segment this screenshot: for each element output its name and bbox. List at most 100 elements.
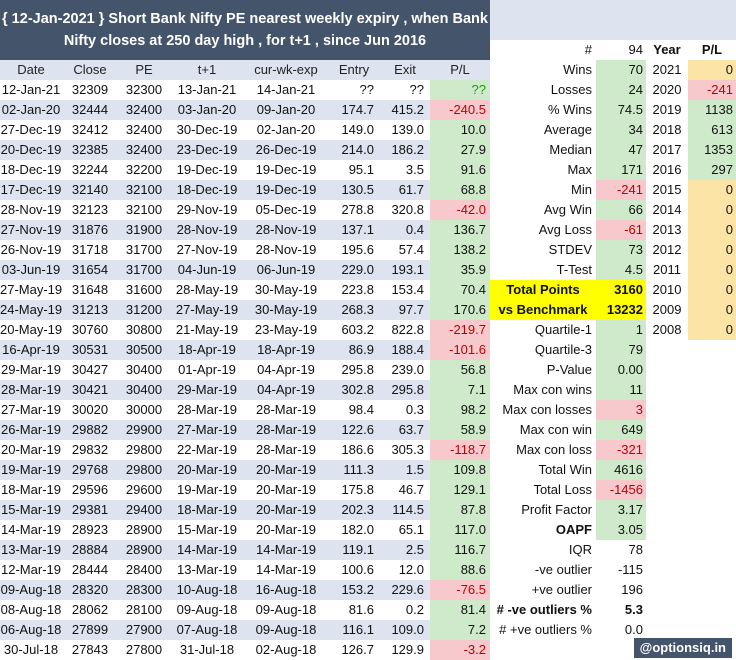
table-cell: 305.3 <box>391 442 424 457</box>
stat-label: % Wins <box>547 102 592 117</box>
stat-value: 11 <box>596 380 646 400</box>
pl-cell: 7.1 <box>430 380 490 400</box>
table-cell: 31700 <box>125 242 163 257</box>
table-cell: 29800 <box>125 442 163 457</box>
table-cell: 27800 <box>125 642 163 657</box>
table-cell: 195.6 <box>341 242 374 257</box>
table-cell: 28884 <box>71 542 109 557</box>
year-label: 2008 <box>652 322 682 337</box>
table-cell: 31-Jul-18 <box>179 642 235 657</box>
stat-value: -115 <box>617 562 643 577</box>
table-cell: 28-Mar-19 <box>177 402 237 417</box>
stat-value: 13232 <box>596 300 646 320</box>
table-cell: 46.7 <box>398 482 424 497</box>
stats-count-value: 94 <box>628 42 643 57</box>
table-cell: 19-Dec-19 <box>255 182 317 197</box>
pl-cell: 136.7 <box>430 220 490 240</box>
table-cell: 28-Mar-19 <box>256 402 316 417</box>
table-cell: 186.2 <box>391 142 424 157</box>
watermark: @optionsiq.in <box>633 638 732 658</box>
table-cell: 18-Mar-19 <box>177 502 237 517</box>
stat-value: 34 <box>596 120 646 140</box>
year-label: 2016 <box>652 162 682 177</box>
table-cell: 32244 <box>71 162 109 177</box>
table-cell: ?? <box>409 82 424 97</box>
column-header: P/L <box>450 62 470 77</box>
table-cell: 130.5 <box>341 182 374 197</box>
table-cell: 30-May-19 <box>254 302 318 317</box>
pl-cell: 58.9 <box>430 420 490 440</box>
year-pl-value: 0 <box>688 200 736 220</box>
table-cell: 26-Nov-19 <box>0 242 62 257</box>
table-row: 16-Apr-19 30531 30500 18-Apr-19 18-Apr-19 86.… <box>0 340 490 360</box>
column-header: PE <box>135 62 153 77</box>
table-cell: 24-May-19 <box>0 302 62 317</box>
table-cell: 186.6 <box>341 442 374 457</box>
table-cell: 29600 <box>125 482 163 497</box>
stat-label: Max con win <box>519 422 592 437</box>
table-cell: 19-Dec-19 <box>176 162 238 177</box>
table-row: 14-Mar-19 28923 28900 15-Mar-19 20-Mar-19 182… <box>0 520 490 540</box>
pl-cell: 68.8 <box>430 180 490 200</box>
table-row: 20-Mar-19 29832 29800 22-Mar-19 28-Mar-19 186… <box>0 440 490 460</box>
table-cell: 0.2 <box>405 602 424 617</box>
table-cell: 12-Jan-21 <box>1 82 61 97</box>
stat-label: Max <box>567 162 592 177</box>
table-cell: 05-Dec-19 <box>255 202 317 217</box>
table-cell: 02-Aug-18 <box>255 642 317 657</box>
table-cell: 86.9 <box>348 342 374 357</box>
pl-cell: -118.7 <box>430 440 490 460</box>
stat-label: Profit Factor <box>521 502 592 517</box>
table-row: 09-Aug-18 28320 28300 10-Aug-18 16-Aug-18 153… <box>0 580 490 600</box>
table-cell: 01-Apr-19 <box>178 362 236 377</box>
table-cell: ?? <box>359 82 374 97</box>
pl-cell: 109.8 <box>430 460 490 480</box>
table-cell: 19-Mar-19 <box>1 462 61 477</box>
table-cell: 31213 <box>71 302 109 317</box>
table-cell: 30760 <box>71 322 109 337</box>
table-row: 27-Dec-19 32412 32400 30-Dec-19 02-Jan-20 149… <box>0 120 490 140</box>
table-cell: 15-Mar-19 <box>1 502 61 517</box>
stat-label: Average <box>543 122 592 137</box>
table-cell: 20-Dec-19 <box>0 142 62 157</box>
table-cell: 174.7 <box>341 102 374 117</box>
stat-label: Median <box>549 142 592 157</box>
table-cell: 18-Apr-19 <box>178 342 236 357</box>
table-cell: 27-Mar-19 <box>1 402 61 417</box>
year-header: Year <box>653 42 681 57</box>
table-cell: 29800 <box>125 462 163 477</box>
stat-label: Avg Win <box>543 202 592 217</box>
stat-value: 47 <box>596 140 646 160</box>
stat-label: Losses <box>550 82 592 97</box>
pl-cell: ?? <box>430 80 490 100</box>
table-cell: 109.0 <box>391 622 424 637</box>
table-cell: 19-Mar-19 <box>177 482 237 497</box>
year-pl-value: 1353 <box>688 140 736 160</box>
table-row: 30-Jul-18 27843 27800 31-Jul-18 02-Aug-18 126… <box>0 640 490 660</box>
pl-cell: 87.8 <box>430 500 490 520</box>
table-cell: 29768 <box>71 462 109 477</box>
table-cell: 30427 <box>71 362 109 377</box>
table-row: 20-May-19 30760 30800 21-May-19 23-May-19 603… <box>0 320 490 340</box>
year-pl-value: 0 <box>688 280 736 300</box>
table-cell: 28-Mar-19 <box>256 442 316 457</box>
stat-value: 73 <box>596 240 646 260</box>
year-pl-value: 1138 <box>688 100 736 120</box>
table-cell: 20-Mar-19 <box>256 462 316 477</box>
table-cell: 149.0 <box>341 122 374 137</box>
table-cell: 26-Mar-19 <box>1 422 61 437</box>
table-cell: 32100 <box>125 202 163 217</box>
table-row: 27-Mar-19 30020 30000 28-Mar-19 28-Mar-19 98.… <box>0 400 490 420</box>
year-pl-value: 0 <box>688 260 736 280</box>
table-cell: 415.2 <box>391 102 424 117</box>
stat-value: 3160 <box>596 280 646 300</box>
year-label: 2015 <box>652 182 682 197</box>
title-line-2: Nifty closes at 250 day high , for t+1 ,… <box>63 33 427 49</box>
stat-value: -321 <box>596 440 646 460</box>
table-cell: 229.6 <box>391 582 424 597</box>
table-cell: 12.0 <box>398 562 424 577</box>
table-cell: 14-Mar-19 <box>256 562 316 577</box>
table-row: 26-Nov-19 31718 31700 27-Nov-19 28-Nov-19 195… <box>0 240 490 260</box>
stat-label: P-Value <box>546 362 592 377</box>
table-cell: 202.3 <box>341 502 374 517</box>
